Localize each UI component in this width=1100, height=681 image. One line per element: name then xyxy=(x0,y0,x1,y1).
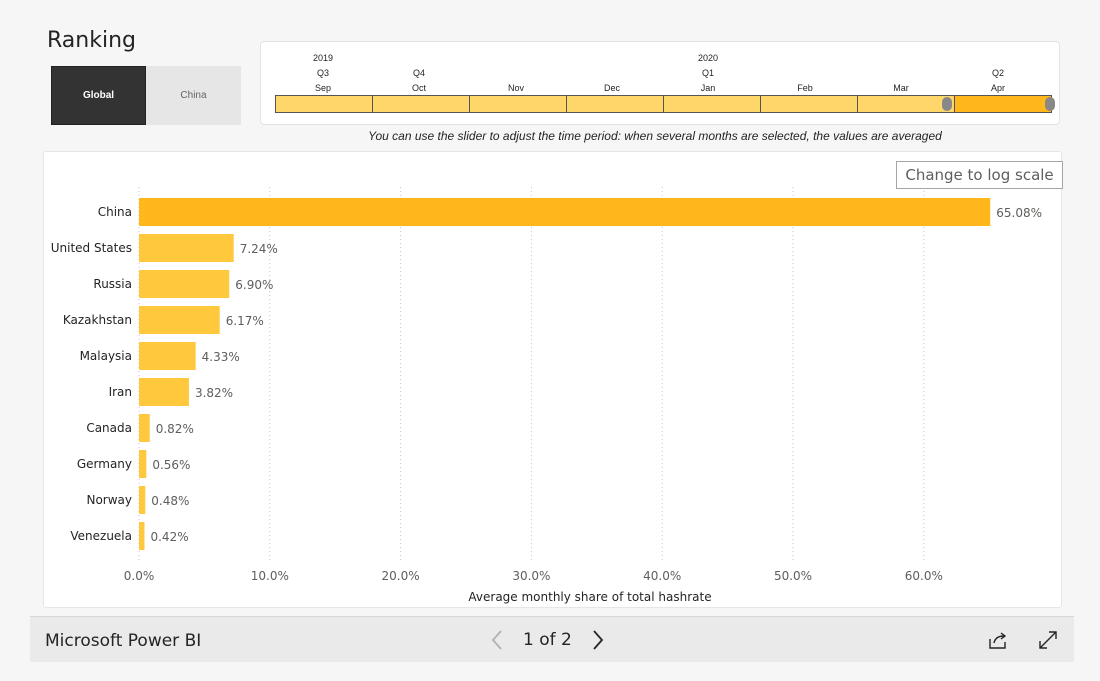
timeline-month: Mar xyxy=(893,83,909,93)
timeline-month: Jan xyxy=(700,83,716,93)
chevron-left-icon[interactable] xyxy=(485,627,509,653)
bar xyxy=(139,306,220,334)
data-label: 65.08% xyxy=(996,206,1042,220)
bar xyxy=(139,486,146,514)
category-label: Russia xyxy=(93,277,132,291)
timeline-cell-nov[interactable] xyxy=(470,96,567,112)
timeline-month: Dec xyxy=(603,83,620,93)
x-tick-label: 40.0% xyxy=(643,569,681,583)
data-label: 4.33% xyxy=(202,350,240,364)
timeline-month: Sep xyxy=(314,83,331,93)
share-icon[interactable] xyxy=(986,628,1010,652)
category-label: Malaysia xyxy=(80,349,132,363)
bar xyxy=(139,270,230,298)
bar xyxy=(139,234,234,262)
bar xyxy=(139,342,196,370)
category-label: Iran xyxy=(109,385,132,399)
timeline-cell-mar[interactable] xyxy=(858,96,955,112)
chart-card xyxy=(43,151,1062,608)
timeline-month: Feb xyxy=(797,83,813,93)
category-label: Canada xyxy=(86,421,132,435)
timeline-handle-end[interactable] xyxy=(1045,97,1055,111)
x-tick-label: 0.0% xyxy=(124,569,155,583)
data-label: 0.82% xyxy=(156,422,194,436)
x-axis-title: Average monthly share of total hashrate xyxy=(468,590,711,604)
bar xyxy=(139,378,189,406)
data-label: 3.82% xyxy=(195,386,233,400)
x-tick-label: 60.0% xyxy=(905,569,943,583)
toggle-china[interactable]: China xyxy=(146,66,241,125)
x-tick-label: 30.0% xyxy=(512,569,550,583)
timeline-cell-apr[interactable] xyxy=(955,96,1051,112)
data-label: 6.90% xyxy=(235,278,273,292)
x-tick-label: 50.0% xyxy=(774,569,812,583)
bar xyxy=(139,450,147,478)
data-label: 0.56% xyxy=(152,458,190,472)
expand-icon[interactable] xyxy=(1036,628,1060,652)
timeline-quarter: Q2 xyxy=(991,68,1004,78)
timeline-month: Apr xyxy=(990,83,1005,93)
category-label: Kazakhstan xyxy=(63,313,132,327)
timeline-cell-sep[interactable] xyxy=(276,96,373,112)
brand-name: Microsoft Power BI xyxy=(45,631,202,651)
slider-hint: You can use the slider to adjust the tim… xyxy=(368,129,942,143)
timeline-month: Oct xyxy=(411,83,426,93)
timeline-year-2020: 2020 xyxy=(697,53,719,63)
data-label: 0.48% xyxy=(151,494,189,508)
timeline-bar[interactable] xyxy=(275,95,1052,113)
bar xyxy=(139,198,991,226)
data-label: 0.42% xyxy=(150,530,188,544)
data-label: 7.24% xyxy=(240,242,278,256)
page-navigator: 1 of 2 xyxy=(485,627,610,653)
bar xyxy=(139,414,150,442)
timeline-month: Nov xyxy=(507,83,524,93)
chevron-right-icon[interactable] xyxy=(586,627,610,653)
x-tick-label: 20.0% xyxy=(382,569,420,583)
timeline-year-2019: 2019 xyxy=(312,53,334,63)
timeline-quarter: Q1 xyxy=(701,68,714,78)
timeline-cell-oct[interactable] xyxy=(373,96,470,112)
category-label: Norway xyxy=(86,493,132,507)
category-label: Germany xyxy=(77,457,132,471)
category-label: China xyxy=(98,205,132,219)
timeline-handle-start[interactable] xyxy=(942,97,952,111)
toggle-global[interactable]: Global xyxy=(51,66,146,125)
timeline-cell-dec[interactable] xyxy=(567,96,664,112)
timeline-quarter: Q4 xyxy=(412,68,425,78)
timeline-cell-feb[interactable] xyxy=(761,96,858,112)
powerbi-footer: Microsoft Power BI 1 of 2 xyxy=(30,616,1074,662)
log-scale-button[interactable]: Change to log scale xyxy=(896,161,1063,189)
data-label: 6.17% xyxy=(226,314,264,328)
category-label: United States xyxy=(51,241,132,255)
page-title: Ranking xyxy=(47,28,136,53)
timeline-cell-jan[interactable] xyxy=(664,96,761,112)
region-toggle: Global China xyxy=(51,66,241,125)
page-indicator: 1 of 2 xyxy=(523,630,572,650)
x-tick-label: 10.0% xyxy=(251,569,289,583)
timeline-slicer[interactable]: 2019 2020 Q3 Q4 Q1 Q2 Sep Oct Nov Dec Ja… xyxy=(260,41,1060,125)
category-label: Venezuela xyxy=(70,529,132,543)
bar xyxy=(139,522,145,550)
timeline-quarter: Q3 xyxy=(316,68,329,78)
